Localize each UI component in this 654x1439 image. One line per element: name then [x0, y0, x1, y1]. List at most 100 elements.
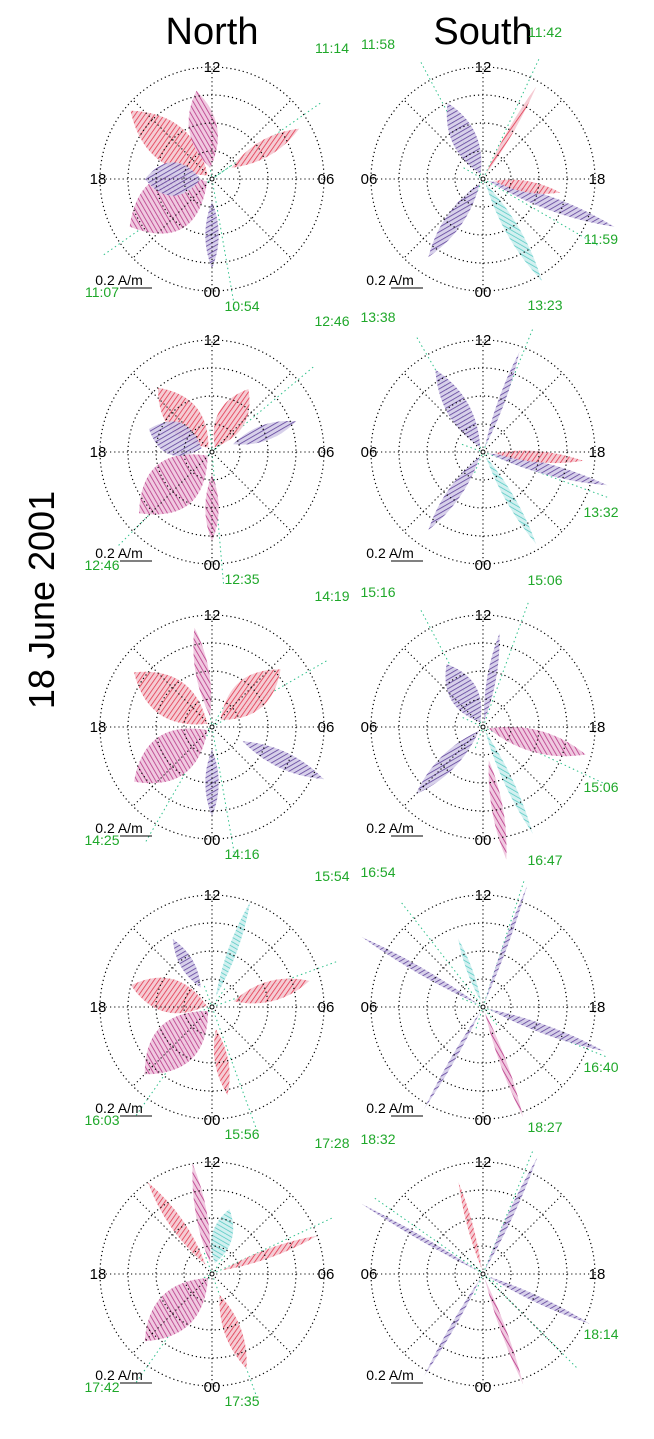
- current-lobe-3: [220, 669, 281, 720]
- mlt-label-top: 12: [204, 607, 221, 624]
- current-lobe-5: [485, 1157, 538, 1269]
- satellite-track-3: [203, 1252, 259, 1401]
- current-lobe-6: [172, 939, 201, 988]
- current-lobe-5: [193, 627, 212, 716]
- utc-time-label-3: 13:32: [583, 504, 618, 520]
- current-lobe-5: [484, 352, 520, 447]
- mlt-label-bottom: 00: [204, 1379, 221, 1396]
- latitude-ring-1: [454, 150, 512, 208]
- current-lobe-3: [213, 389, 250, 448]
- mlt-spoke-6: [403, 927, 484, 1008]
- utc-time-label-2: 18:27: [527, 1119, 562, 1135]
- latitude-ring-4: [99, 66, 325, 292]
- polar-panel-north-4: 12 00 18 06 15:54 16:03 15:56 0.2 A/m: [84, 868, 349, 1142]
- current-lobe-3: [485, 183, 542, 281]
- satellite-track-1: [372, 1196, 502, 1288]
- mlt-label-left: 06: [361, 171, 378, 188]
- utc-time-label-1: 11:14: [315, 40, 349, 56]
- mlt-spoke-8: [482, 927, 563, 1008]
- mlt-label-right: 18: [589, 171, 606, 188]
- mlt-spoke-2: [211, 1273, 292, 1354]
- satellite-track-1: [192, 659, 329, 739]
- utc-time-label-2: 11:42: [528, 24, 562, 40]
- utc-time-label-2: 12:46: [84, 557, 119, 573]
- satellite-track-1: [415, 335, 495, 472]
- polar-panel-north-5: 12 00 18 06 17:28 17:42 17:35 0.2 A/m: [84, 1135, 349, 1409]
- mlt-label-left: 18: [90, 1266, 107, 1283]
- mlt-label-top: 12: [475, 1154, 492, 1171]
- pole-marker: [209, 1004, 215, 1010]
- mlt-label-top: 12: [204, 887, 221, 904]
- mlt-label-right: 18: [589, 719, 606, 736]
- mlt-spoke-2: [211, 1006, 292, 1087]
- scale-label: 0.2 A/m: [366, 1100, 413, 1116]
- mlt-label-left: 06: [361, 1266, 378, 1283]
- mlt-spoke-2: [482, 178, 563, 259]
- latitude-ring-4: [370, 894, 596, 1120]
- utc-time-label-2: 17:42: [84, 1379, 119, 1395]
- scale-label: 0.2 A/m: [95, 545, 142, 561]
- utc-time-label-2: 11:07: [85, 284, 119, 300]
- mlt-label-left: 06: [361, 719, 378, 736]
- mlt-spoke-8: [211, 927, 292, 1008]
- mlt-spoke-4: [403, 1273, 484, 1354]
- current-lobe-4: [213, 1029, 230, 1096]
- mlt-spoke-6: [403, 647, 484, 728]
- polar-panel-south-1: 12 00 06 18 11:58 11:42 11:59 0.2 A/m: [361, 24, 619, 301]
- mlt-label-top: 12: [475, 887, 492, 904]
- latitude-ring-2: [426, 395, 540, 509]
- mlt-spoke-2: [482, 726, 563, 807]
- mlt-label-right: 06: [318, 444, 335, 461]
- utc-time-label-3: 15:56: [224, 1126, 259, 1142]
- current-lobe-3: [222, 1235, 318, 1271]
- mlt-spoke-2: [482, 1006, 563, 1087]
- mlt-label-right: 18: [589, 444, 606, 461]
- mlt-spoke-4: [132, 178, 213, 259]
- current-lobe-5: [215, 901, 251, 997]
- latitude-ring-1: [183, 978, 241, 1036]
- mlt-label-right: 06: [318, 999, 335, 1016]
- current-lobe-6: [458, 938, 482, 1002]
- latitude-ring-2: [426, 670, 540, 784]
- current-lobe-3: [188, 90, 218, 168]
- latitude-ring-2: [155, 122, 269, 236]
- latitude-ring-1: [454, 1245, 512, 1303]
- latitude-ring-2: [155, 1217, 269, 1331]
- current-lobe-2: [134, 728, 208, 784]
- mlt-spoke-4: [132, 1273, 213, 1354]
- current-lobe-4: [231, 128, 300, 168]
- utc-time-label-1: 12:46: [314, 313, 349, 329]
- polar-panel-north-3: 12 00 18 06 14:19 14:25 14:16 0.2 A/m: [84, 588, 349, 862]
- satellite-track-2: [116, 435, 229, 548]
- satellite-track-2: [134, 988, 226, 1118]
- scale-label: 0.2 A/m: [95, 272, 142, 288]
- current-lobe-5: [484, 886, 528, 1002]
- satellite-track-1: [419, 60, 494, 200]
- utc-time-label-3: 17:35: [224, 1393, 259, 1409]
- current-lobe-6: [458, 1182, 482, 1269]
- satellite-track-2: [474, 600, 530, 749]
- pole-marker: [209, 449, 215, 455]
- mlt-spoke-6: [132, 372, 213, 453]
- polar-panel-south-2: 12 00 06 18 13:38 13:23 13:32 0.2 A/m: [360, 297, 618, 574]
- mlt-spoke-8: [482, 99, 563, 180]
- latitude-ring-4: [370, 1161, 596, 1387]
- pole-marker: [209, 176, 215, 182]
- scale-label: 0.2 A/m: [95, 1367, 142, 1383]
- utc-time-label-3: 11:59: [584, 231, 618, 247]
- utc-time-label-2: 14:25: [84, 832, 119, 848]
- utc-time-label-3: 12:35: [224, 571, 259, 587]
- mlt-spoke-8: [211, 647, 292, 728]
- current-lobe-2: [488, 1008, 604, 1052]
- mlt-spoke-2: [482, 451, 563, 532]
- latitude-ring-4: [370, 339, 596, 565]
- latitude-ring-2: [155, 950, 269, 1064]
- latitude-ring-1: [183, 1245, 241, 1303]
- mlt-label-right: 18: [589, 1266, 606, 1283]
- mlt-label-left: 06: [361, 444, 378, 461]
- latitude-ring-4: [370, 614, 596, 840]
- mlt-spoke-4: [403, 726, 484, 807]
- current-lobe-1: [147, 1182, 206, 1265]
- latitude-ring-2: [155, 395, 269, 509]
- current-lobe-4: [424, 1278, 481, 1376]
